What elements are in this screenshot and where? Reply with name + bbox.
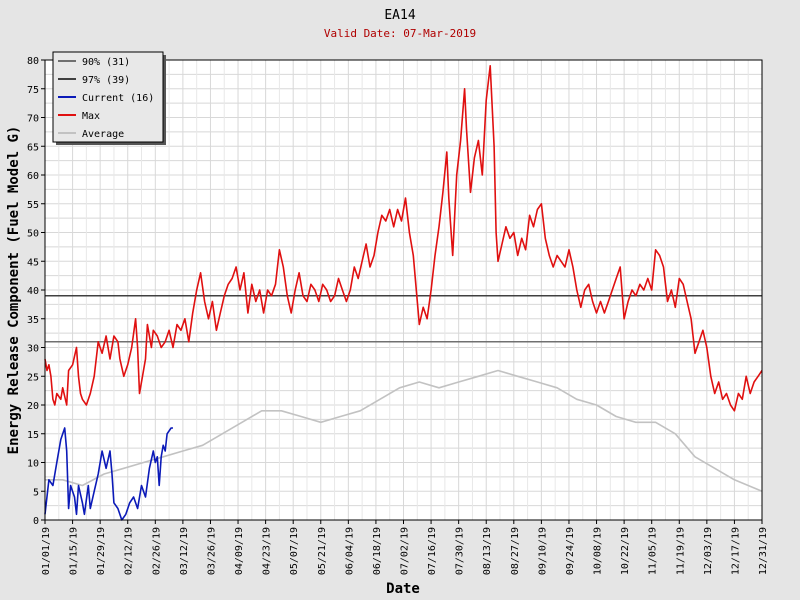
- y-tick-label: 45: [27, 257, 39, 268]
- chart-subtitle: Valid Date: 07-Mar-2019: [324, 27, 476, 40]
- chart-title: EA14: [384, 8, 415, 23]
- x-tick-label: 12/17/19: [730, 527, 741, 575]
- x-tick-label: 01/29/19: [96, 527, 107, 575]
- x-tick-label: 11/19/19: [675, 527, 686, 575]
- x-tick-label: 09/24/19: [565, 527, 576, 575]
- y-tick-label: 30: [27, 344, 39, 355]
- y-tick-label: 15: [27, 430, 39, 441]
- y-tick-label: 65: [27, 142, 39, 153]
- x-tick-label: 04/23/19: [262, 527, 273, 575]
- y-axis-label: Energy Release Component (Fuel Model G): [6, 126, 22, 455]
- x-tick-label: 07/30/19: [455, 527, 466, 575]
- y-tick-label: 70: [27, 114, 39, 125]
- x-tick-label: 02/26/19: [151, 527, 162, 575]
- y-tick-label: 25: [27, 372, 39, 383]
- y-axis-ticks: 0 5 10 15 20 25 30 35 40 45 50 55 60 65 70 75 80: [27, 56, 45, 527]
- x-tick-label: 08/13/19: [482, 527, 493, 575]
- y-tick-label: 75: [27, 85, 39, 96]
- x-tick-label: 03/26/19: [206, 527, 217, 575]
- y-tick-label: 20: [27, 401, 39, 412]
- y-tick-label: 55: [27, 200, 39, 211]
- x-axis-label: Date: [386, 581, 420, 597]
- legend-label: 90% (31): [82, 57, 130, 68]
- legend-label: Average: [82, 129, 124, 140]
- series-line: [44, 427, 173, 521]
- y-tick-label: 50: [27, 229, 39, 240]
- x-tick-label: 07/16/19: [427, 527, 438, 575]
- y-tick-label: 80: [27, 56, 39, 67]
- x-tick-label: 11/05/19: [648, 527, 659, 575]
- y-tick-label: 0: [33, 516, 39, 527]
- y-tick-label: 35: [27, 315, 39, 326]
- x-tick-label: 05/21/19: [317, 527, 328, 575]
- x-tick-label: 08/27/19: [510, 527, 521, 575]
- x-tick-label: 12/03/19: [703, 527, 714, 575]
- y-tick-label: 40: [27, 286, 39, 297]
- legend-label: Max: [82, 111, 100, 122]
- legend-label: 97% (39): [82, 75, 130, 86]
- x-tick-label: 07/02/19: [400, 527, 411, 575]
- legend-label: Current (16): [82, 93, 154, 104]
- x-tick-label: 05/07/19: [289, 527, 300, 575]
- x-tick-label: 03/12/19: [179, 527, 190, 575]
- x-tick-label: 04/09/19: [234, 527, 245, 575]
- x-tick-label: 01/15/19: [69, 527, 80, 575]
- y-tick-label: 10: [27, 459, 39, 470]
- x-tick-label: 09/10/19: [537, 527, 548, 575]
- x-tick-label: 12/31/19: [758, 527, 769, 575]
- x-tick-label: 01/01/19: [41, 527, 52, 575]
- legend: 90% (31) 97% (39) Current (16) Max Average: [52, 51, 166, 145]
- x-tick-label: 10/22/19: [620, 527, 631, 575]
- series-lines: [44, 65, 763, 521]
- y-tick-label: 60: [27, 171, 39, 182]
- y-tick-label: 5: [33, 487, 39, 498]
- x-tick-label: 06/18/19: [372, 527, 383, 575]
- x-axis-ticks: 01/01/19 01/15/19 01/29/19 02/12/19 02/26/19…: [41, 520, 769, 575]
- x-tick-label: 02/12/19: [124, 527, 135, 575]
- x-tick-label: 10/08/19: [593, 527, 604, 575]
- x-tick-label: 06/04/19: [344, 527, 355, 575]
- series-line: [44, 65, 763, 412]
- series-line: [45, 369, 763, 493]
